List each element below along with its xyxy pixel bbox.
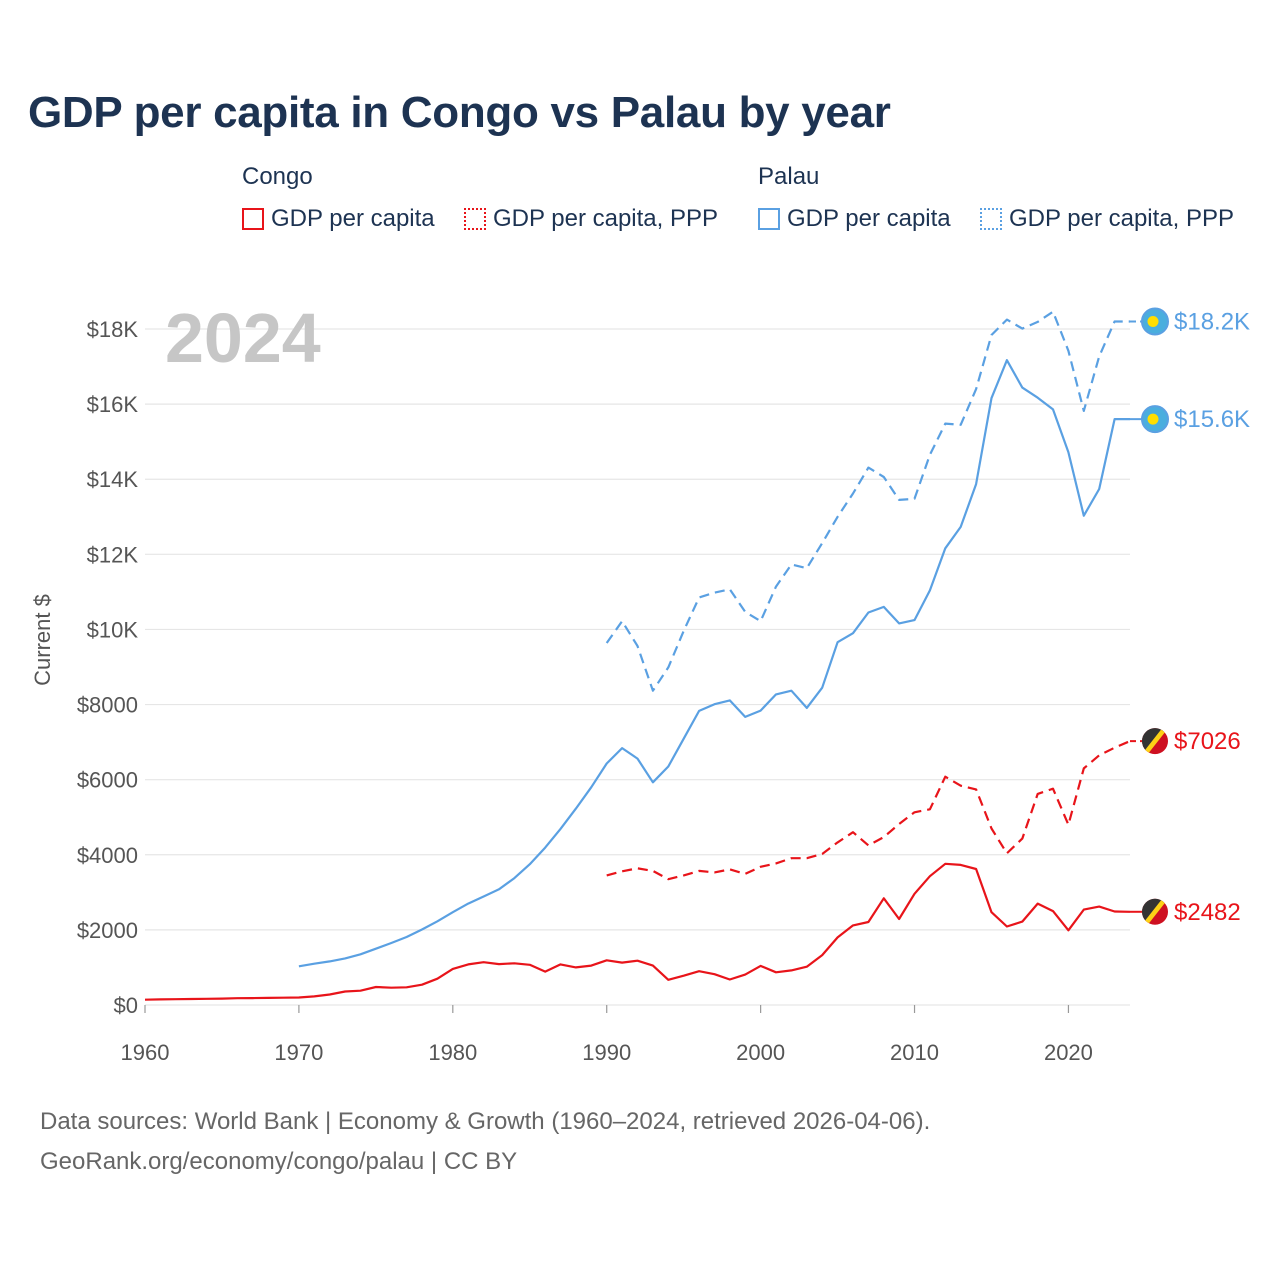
legend-label: GDP per capita [787, 205, 951, 232]
y-tick-label: $14K [87, 467, 139, 492]
footer-sources: Data sources: World Bank | Economy & Gro… [40, 1108, 931, 1135]
y-tick-label: $2000 [77, 918, 138, 943]
x-tick-label: 1980 [428, 1040, 477, 1065]
legend-label: GDP per capita, PPP [493, 205, 718, 232]
legend-item-palau-gdp-ppp[interactable]: GDP per capita, PPP [980, 205, 1234, 233]
series-lines [144, 310, 1131, 1001]
legend-swatch-dotted [464, 208, 486, 230]
series-line-2 [298, 359, 1130, 968]
legend-item-palau-gdp[interactable]: GDP per capita [758, 205, 951, 233]
legend-label: GDP per capita [271, 205, 435, 232]
legend-swatch-dotted [980, 208, 1002, 230]
legend-swatch-solid [242, 208, 264, 230]
legend-swatch-solid [758, 208, 780, 230]
x-tick-label: 1990 [582, 1040, 631, 1065]
x-tick-label: 2020 [1044, 1040, 1093, 1065]
y-tick-label: $16K [87, 392, 139, 417]
legend-label: GDP per capita, PPP [1009, 205, 1234, 232]
x-axis-ticks: 1960 1970 1980 1990 2000 2010 2020 [121, 1005, 1093, 1065]
series-end-label: $7026 [1174, 728, 1241, 755]
x-tick-label: 1960 [121, 1040, 170, 1065]
legend-group-congo: Congo [242, 163, 313, 190]
congo-flag-icon [1142, 898, 1168, 925]
y-tick-label: $6000 [77, 768, 138, 793]
y-tick-label: $0 [114, 993, 138, 1018]
series-end-markers: $2482 $7026 $15.6K $18.2K [1130, 307, 1250, 926]
palau-flag-icon [1141, 307, 1169, 336]
series-line-0 [144, 862, 1131, 1001]
y-tick-label: $12K [87, 542, 139, 567]
grid-lines [145, 328, 1130, 1006]
x-tick-label: 1970 [274, 1040, 323, 1065]
series-end-label: $18.2K [1174, 308, 1250, 335]
legend-item-congo-gdp[interactable]: GDP per capita [242, 205, 435, 233]
legend-item-congo-gdp-ppp[interactable]: GDP per capita, PPP [464, 205, 718, 233]
series-line-1 [606, 740, 1131, 881]
series-end-label: $2482 [1174, 899, 1241, 926]
y-tick-label: $10K [87, 617, 139, 642]
y-tick-label: $4000 [77, 843, 138, 868]
series-line-3 [605, 310, 1130, 692]
series-end-label: $15.6K [1174, 406, 1250, 433]
congo-flag-icon [1142, 728, 1168, 755]
x-tick-label: 2010 [890, 1040, 939, 1065]
y-axis-ticks: $0 $2000 $4000 $6000 $8000 $10K $12K $14K $16K $1… [77, 317, 139, 1018]
y-tick-label: $8000 [77, 693, 138, 718]
y-axis-label: Current $ [30, 594, 55, 686]
palau-flag-icon [1141, 405, 1169, 434]
x-tick-label: 2000 [736, 1040, 785, 1065]
legend-group-palau: Palau [758, 163, 820, 190]
year-label: 2024 [165, 299, 321, 377]
footer-credit[interactable]: GeoRank.org/economy/congo/palau | CC BY [40, 1148, 518, 1175]
page-title: GDP per capita in Congo vs Palau by year [28, 88, 891, 137]
y-tick-label: $18K [87, 317, 139, 342]
